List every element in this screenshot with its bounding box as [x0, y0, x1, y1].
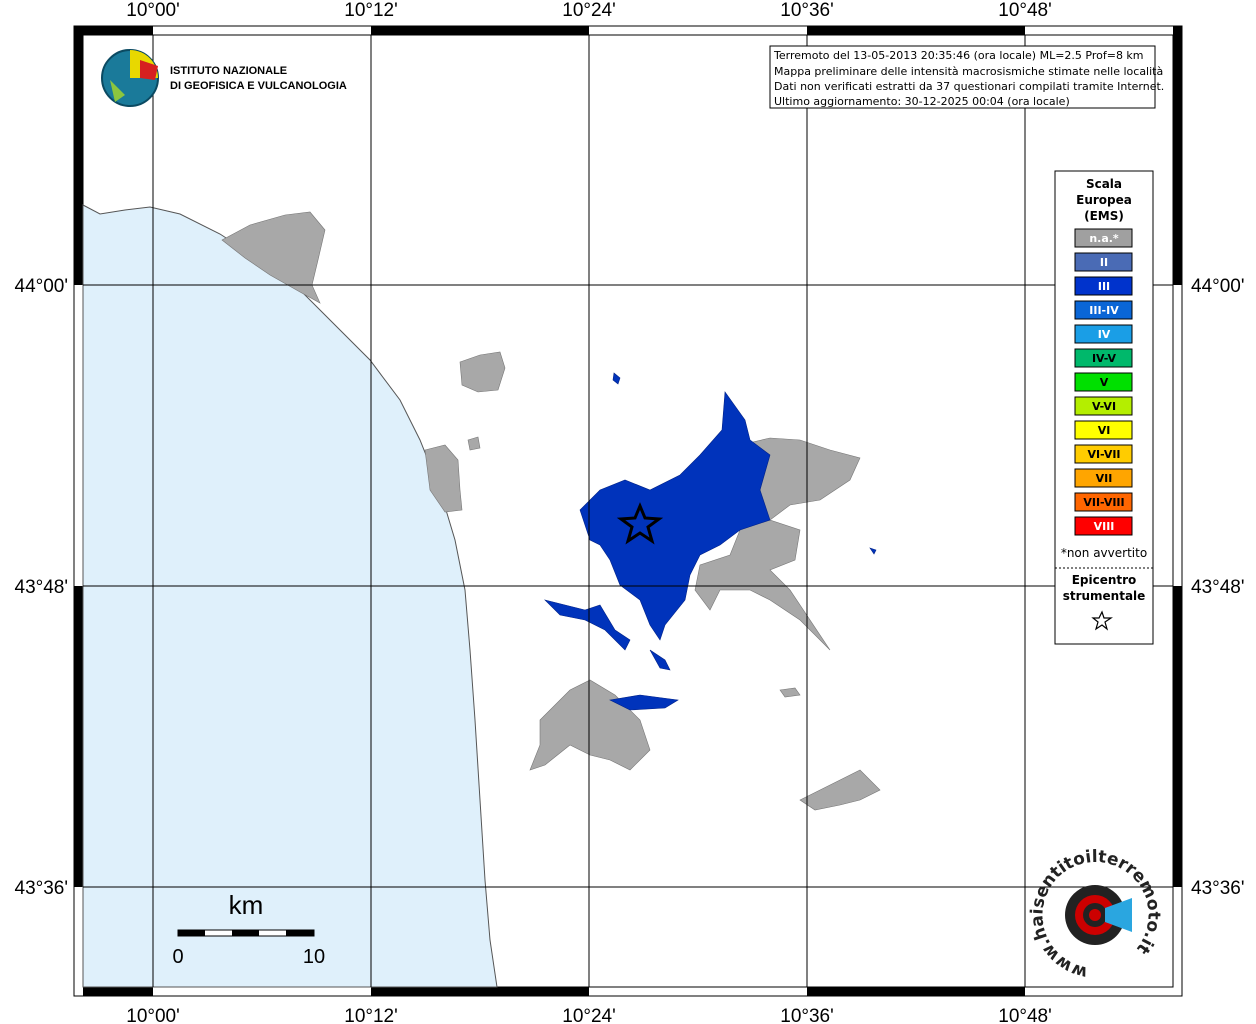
- lat-label: 44°00': [1191, 276, 1245, 297]
- scale-unit: km: [229, 890, 264, 920]
- frame-segment: [807, 26, 1025, 35]
- legend-label: II: [1100, 256, 1108, 269]
- legend-swatch: [1074, 468, 1133, 488]
- frame-segment: [153, 26, 371, 35]
- legend-swatch: [1074, 228, 1133, 248]
- frame-segment: [1173, 285, 1182, 586]
- frame-segment: [589, 987, 807, 996]
- legend-title: Europea: [1076, 193, 1132, 207]
- legend-label: III: [1098, 280, 1110, 293]
- institute-name: DI GEOFISICA E VULCANOLOGIA: [170, 80, 347, 92]
- legend-swatch: [1074, 396, 1133, 416]
- lat-label: 44°00': [15, 276, 69, 297]
- info-line: Ultimo aggiornamento: 30-12-2025 00:04 (…: [774, 95, 1070, 108]
- frame-segment: [1025, 987, 1182, 996]
- legend-label: V-VI: [1092, 400, 1116, 413]
- info-line: Dati non verificati estratti da 37 quest…: [774, 80, 1164, 93]
- legend-swatch: [1074, 444, 1133, 464]
- frame-segment: [74, 987, 153, 996]
- legend-label: IV-V: [1092, 352, 1117, 365]
- scale-bar: km 0 10: [172, 890, 325, 968]
- legend-swatch: [1074, 348, 1133, 368]
- legend-label: III-IV: [1089, 304, 1119, 317]
- frame-segment: [74, 887, 83, 996]
- info-box: Terremoto del 13-05-2013 20:35:46 (ora l…: [769, 45, 1164, 109]
- intensity-area: [544, 372, 877, 711]
- lat-label: 43°36': [15, 878, 69, 899]
- legend-swatch: [1074, 516, 1133, 536]
- frame-segment: [74, 586, 83, 887]
- lon-label: 10°12': [344, 1006, 398, 1024]
- epicenter-star: [616, 502, 664, 545]
- lon-label: 10°24': [562, 0, 616, 21]
- epicenter-symbol: [1091, 610, 1113, 631]
- lon-label: 10°00': [126, 1006, 180, 1024]
- institute-name: ISTITUTO NAZIONALE: [170, 65, 287, 77]
- legend-swatch: [1074, 420, 1133, 440]
- legend-swatch: [1074, 324, 1133, 344]
- sea: [82, 204, 498, 988]
- lon-label: 10°24': [562, 1006, 616, 1024]
- frame-segment: [1025, 26, 1182, 35]
- legend-swatch: [1074, 276, 1133, 296]
- institute-logo: ISTITUTO NAZIONALE DI GEOFISICA E VULCAN…: [101, 49, 347, 107]
- legend-swatch: [1074, 372, 1133, 392]
- frame-segment: [74, 26, 83, 285]
- legend-label: n.a.*: [1089, 232, 1119, 245]
- legend-note: *non avvertito: [1061, 546, 1147, 560]
- legend-label: VII-VIII: [1083, 496, 1124, 509]
- frame-segment: [371, 987, 589, 996]
- frame-segment: [1173, 887, 1182, 996]
- epicenter-label: Epicentro: [1072, 573, 1137, 587]
- lon-label: 10°48': [998, 1006, 1052, 1024]
- lon-label: 10°00': [126, 0, 180, 21]
- lat-label: 43°48': [15, 577, 69, 598]
- scale-label: 0: [172, 946, 183, 968]
- lat-label: 43°48': [1191, 577, 1245, 598]
- frame-segment: [74, 26, 153, 35]
- frame-segment: [153, 987, 371, 996]
- frame-segment: [1173, 26, 1182, 285]
- lon-label: 10°36': [780, 1006, 834, 1024]
- legend-label: VI: [1098, 424, 1111, 437]
- frame-segment: [74, 285, 83, 586]
- legend-title: Scala: [1086, 177, 1122, 191]
- legend-label: VI-VII: [1087, 448, 1120, 461]
- legend-title: (EMS): [1084, 209, 1124, 223]
- graticule: [83, 35, 1173, 987]
- legend-swatch: [1074, 492, 1133, 512]
- info-line: Mappa preliminare delle intensità macros…: [774, 65, 1163, 78]
- legend-swatch: [1074, 252, 1133, 272]
- lon-label: 10°12': [344, 0, 398, 21]
- scale-label: 10: [303, 946, 325, 968]
- info-line: Terremoto del 13-05-2013 20:35:46 (ora l…: [773, 49, 1144, 62]
- axis-labels: 10°00' 10°00' 10°12' 10°12' 10°24' 10°24' 10°3…: [15, 0, 1245, 1024]
- frame-segment: [807, 987, 1025, 996]
- lat-label: 43°36': [1191, 878, 1245, 899]
- lon-label: 10°48': [998, 0, 1052, 21]
- legend-label: V: [1100, 376, 1109, 389]
- legend: Scala Europea (EMS) *non avvertito Epice…: [1054, 170, 1154, 645]
- legend-label: VIII: [1094, 520, 1115, 533]
- epicenter-label: strumentale: [1063, 589, 1146, 603]
- lon-label: 10°36': [780, 0, 834, 21]
- legend-label: VII: [1096, 472, 1113, 485]
- legend-swatch: [1074, 300, 1133, 320]
- frame-outline: [73, 25, 1183, 997]
- legend-label: IV: [1098, 328, 1111, 341]
- frame-segment: [1173, 586, 1182, 887]
- frame-segment: [371, 26, 589, 35]
- frame-segment: [589, 26, 807, 35]
